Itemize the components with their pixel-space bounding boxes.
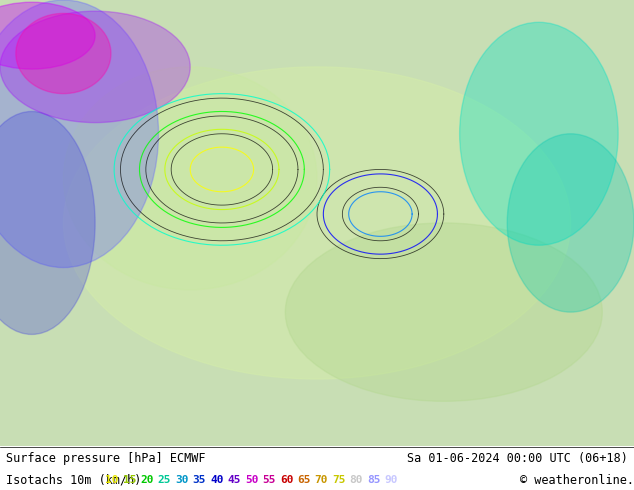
Text: 20: 20	[140, 475, 154, 485]
Text: 50: 50	[245, 475, 259, 485]
Ellipse shape	[460, 22, 618, 245]
Text: 90: 90	[384, 475, 398, 485]
Text: 75: 75	[332, 475, 346, 485]
Ellipse shape	[16, 13, 111, 94]
Text: 10: 10	[105, 475, 119, 485]
Text: Surface pressure [hPa] ECMWF: Surface pressure [hPa] ECMWF	[6, 452, 206, 465]
Text: 15: 15	[123, 475, 136, 485]
Text: 80: 80	[349, 475, 363, 485]
Ellipse shape	[63, 67, 571, 379]
Ellipse shape	[285, 223, 602, 401]
Text: 30: 30	[175, 475, 189, 485]
Text: 35: 35	[193, 475, 206, 485]
Text: 40: 40	[210, 475, 224, 485]
Text: © weatheronline.co.uk: © weatheronline.co.uk	[520, 474, 634, 487]
Text: 85: 85	[367, 475, 380, 485]
Ellipse shape	[0, 2, 95, 69]
Text: Sa 01-06-2024 00:00 UTC (06+18): Sa 01-06-2024 00:00 UTC (06+18)	[407, 452, 628, 465]
Ellipse shape	[0, 0, 158, 268]
Text: Isotachs 10m (km/h): Isotachs 10m (km/h)	[6, 474, 149, 487]
Text: 25: 25	[158, 475, 171, 485]
Text: 70: 70	[314, 475, 328, 485]
Text: 45: 45	[228, 475, 241, 485]
Text: 65: 65	[297, 475, 311, 485]
Text: 55: 55	[262, 475, 276, 485]
Ellipse shape	[0, 112, 95, 335]
Ellipse shape	[63, 67, 317, 290]
Text: 60: 60	[280, 475, 294, 485]
Ellipse shape	[507, 134, 634, 312]
Ellipse shape	[0, 11, 190, 122]
